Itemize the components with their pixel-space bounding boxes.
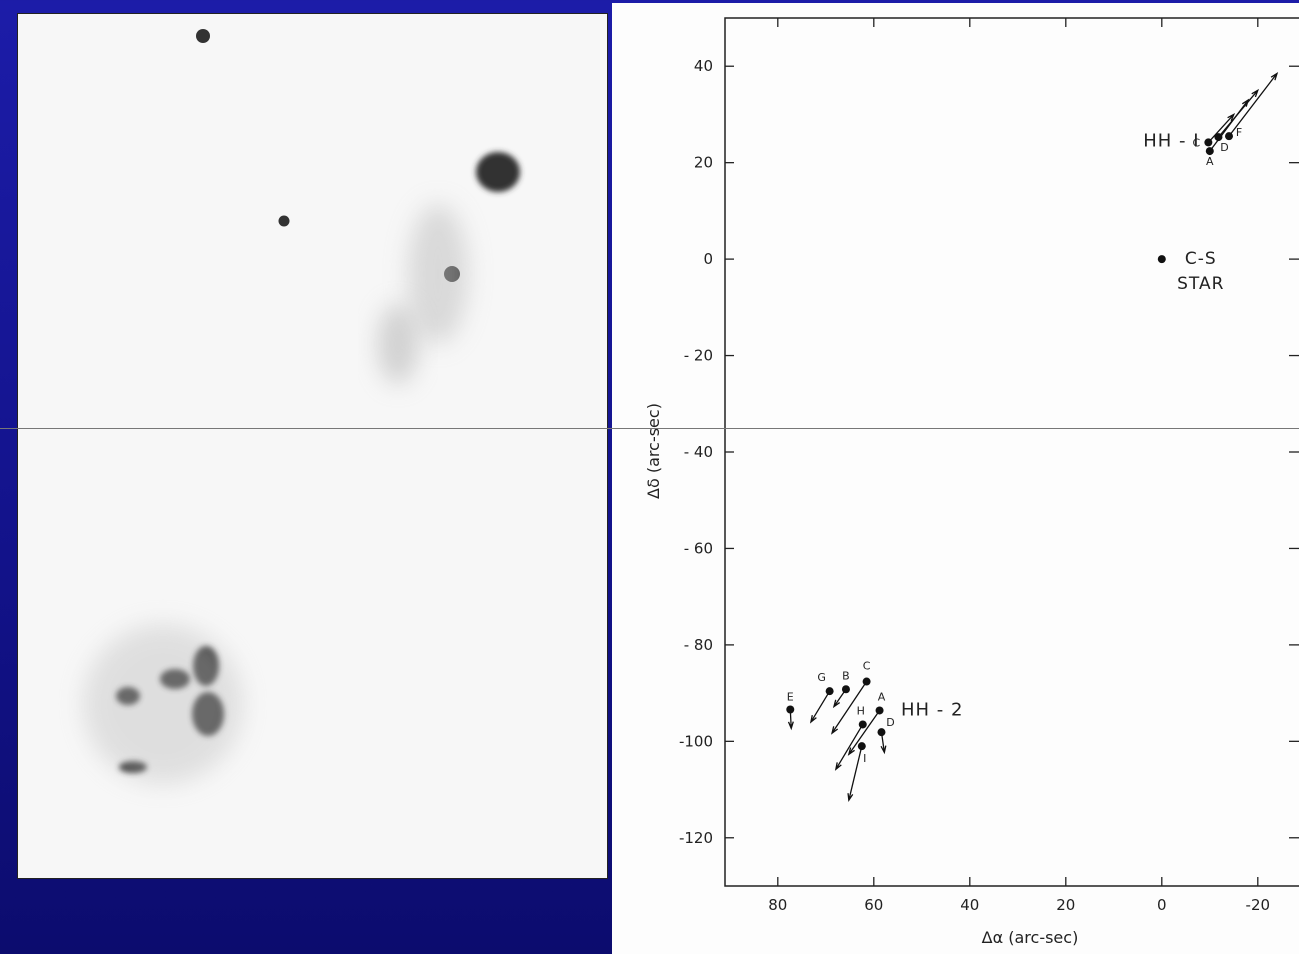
knot-point (1205, 147, 1214, 156)
point-label: D (886, 716, 894, 729)
y-tick-label: 40 (694, 57, 713, 75)
knot-point (1214, 133, 1223, 142)
point-label: E (787, 691, 794, 704)
motion-arrow (830, 681, 868, 735)
y-tick-label: 20 (694, 154, 713, 172)
y-tick-label: -120 (679, 829, 713, 847)
knot-point (1157, 255, 1166, 264)
chart: Δα (arc-sec) Δδ (arc-sec) 40 20 0 - 20 - 40 -… (644, 17, 1299, 947)
x-tick-label: 0 (1157, 896, 1167, 914)
x-tick-label: 20 (1056, 896, 1075, 914)
group-label: HH - I (1143, 131, 1199, 152)
point-label: A (1206, 155, 1214, 168)
group-label: HH - 2 (901, 700, 963, 721)
x-tick-label: 40 (960, 896, 979, 914)
knot-point (1225, 132, 1233, 141)
photo-image (83, 29, 520, 784)
motion-arrow (1228, 71, 1279, 137)
point-label: D (1220, 141, 1228, 154)
knot-point (858, 720, 867, 729)
motion-arrow (847, 746, 863, 803)
x-tick-label: 60 (864, 896, 883, 914)
point-label: B (842, 669, 850, 682)
point-label: I (863, 752, 866, 765)
x-tick-label: -20 (1246, 896, 1271, 914)
motion-arrow (1217, 88, 1260, 138)
point-label: F (1236, 126, 1242, 139)
nebula-photo (17, 13, 608, 879)
y-tick-label: - 40 (684, 443, 713, 461)
knot-point (841, 685, 850, 694)
knot-point (786, 705, 795, 714)
motion-arrow (847, 710, 881, 756)
y-axis-label: Δδ (arc-sec) (644, 403, 663, 499)
point-label: C (1193, 136, 1201, 149)
knot-point (875, 706, 884, 715)
image-seam (0, 428, 1299, 429)
plot-panel: Δα (arc-sec) Δδ (arc-sec) 40 20 0 - 20 - 40 -… (612, 3, 1299, 954)
photo-features (83, 29, 520, 784)
axis-frame (724, 17, 1299, 887)
motion-arrow (834, 724, 864, 771)
knot-point (825, 687, 834, 696)
y-tick-label: -100 (679, 732, 713, 750)
knot-point (1204, 138, 1213, 147)
knot-point (862, 677, 871, 686)
knot-point (877, 728, 886, 737)
x-tick-label: 80 (768, 896, 787, 914)
point-label: H (857, 704, 865, 717)
x-axis-label: Δα (arc-sec) (982, 928, 1079, 947)
point-label: G (817, 671, 826, 684)
motion-arrow (809, 690, 831, 724)
point-label: C (863, 660, 871, 673)
y-tick-label: - 60 (684, 539, 713, 557)
y-tick-label: - 80 (684, 636, 713, 654)
point-label: A (878, 690, 886, 703)
knot-point (857, 742, 866, 751)
y-tick-label: 0 (703, 250, 713, 268)
motion-arrow (1207, 113, 1236, 143)
star-label: C-S STAR (1177, 249, 1225, 295)
y-tick-label: - 20 (684, 347, 713, 365)
